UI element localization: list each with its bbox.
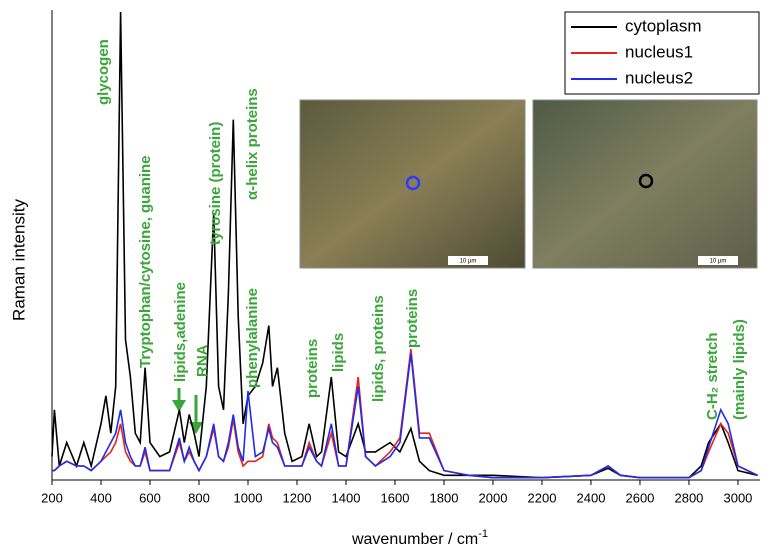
annotation: glycogen bbox=[95, 39, 112, 105]
annotation: lipids, proteins bbox=[370, 295, 387, 402]
y-label: Raman intensity bbox=[9, 199, 28, 321]
annotation: (mainly lipids) bbox=[731, 319, 748, 420]
x-tick-label: 600 bbox=[139, 490, 161, 505]
x-tick-label: 2600 bbox=[625, 490, 654, 505]
series-line bbox=[52, 353, 758, 479]
x-tick-label: 1200 bbox=[283, 490, 312, 505]
annotation: C-H₂ stretch bbox=[704, 332, 721, 420]
inset-left: 10 µm bbox=[299, 99, 526, 269]
series-line bbox=[51, 11, 758, 479]
x-tick-label: 2800 bbox=[674, 490, 703, 505]
x-tick-label: 800 bbox=[188, 490, 210, 505]
x-tick-label: 2000 bbox=[479, 490, 508, 505]
annotation: Tryptophan/cytosine, guanine bbox=[137, 155, 154, 368]
series-line bbox=[52, 348, 758, 479]
scale-label: 10 µm bbox=[710, 259, 727, 265]
annotation: RNA bbox=[194, 344, 211, 377]
legend: cytoplasm nucleus1 nucleus2 bbox=[564, 11, 760, 95]
annotation: lipids,adenine bbox=[172, 282, 189, 382]
x-tick-label: 1600 bbox=[381, 490, 410, 505]
annotation: lipids bbox=[330, 333, 347, 372]
inset-right: 10 µm bbox=[532, 99, 758, 269]
x-label-sup: -1 bbox=[478, 528, 488, 540]
annotation: α-helix proteins bbox=[244, 88, 261, 200]
annotation: phenylalanine bbox=[244, 288, 261, 388]
x-tick-label: 2400 bbox=[577, 490, 606, 505]
x-tick-label: 200 bbox=[41, 490, 63, 505]
legend-label: nucleus1 bbox=[625, 42, 693, 61]
scale-label: 10 µm bbox=[460, 259, 477, 265]
annotation: proteins bbox=[304, 339, 321, 398]
x-tick-label: 3000 bbox=[723, 490, 752, 505]
annotation: tyrosine (protein) bbox=[207, 122, 224, 245]
x-tick-label: 400 bbox=[90, 490, 112, 505]
x-label: wavenumber / cm-1 bbox=[351, 528, 488, 548]
x-label-text: wavenumber / cm bbox=[351, 531, 478, 548]
legend-label: nucleus2 bbox=[625, 68, 693, 87]
x-tick-label: 1400 bbox=[332, 490, 361, 505]
x-tick-label: 1800 bbox=[430, 490, 459, 505]
x-tick-label: 1000 bbox=[234, 490, 263, 505]
annotation: proteins bbox=[404, 289, 421, 348]
legend-label: cytoplasm bbox=[625, 16, 702, 35]
x-tick-label: 2200 bbox=[528, 490, 557, 505]
